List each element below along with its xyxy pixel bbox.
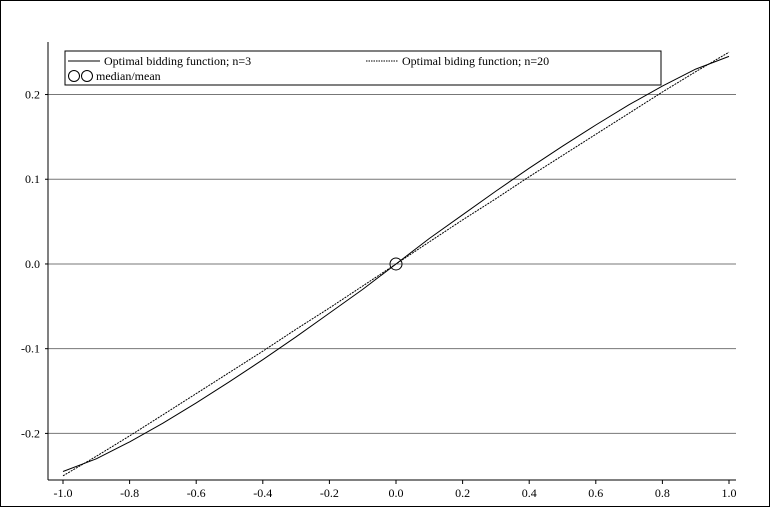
- x-tick-label: -0.4: [253, 486, 272, 500]
- x-tick-label: 0.2: [455, 486, 470, 500]
- legend-label-n3: Optimal bidding function; n=3: [104, 54, 251, 68]
- x-tick-label: 0.6: [588, 486, 603, 500]
- x-tick-label: 0.8: [655, 486, 670, 500]
- y-axis-ticks: -0.2 -0.1 0.0 0.1 0.2: [21, 88, 48, 440]
- legend-box: [64, 50, 662, 86]
- x-tick-label: -0.6: [187, 486, 206, 500]
- x-tick-label: 1.0: [722, 486, 737, 500]
- y-tick-label: 0.0: [25, 257, 40, 271]
- x-tick-label: 0.4: [522, 486, 537, 500]
- series-layer: [62, 51, 730, 477]
- legend: Optimal bidding function; n=3 Optimal bi…: [64, 50, 662, 86]
- grid-lines: [48, 94, 736, 434]
- legend-label-n20: Optimal biding function; n=20: [402, 54, 549, 68]
- x-axis-ticks: -1.0 -0.8 -0.6 -0.4 -0.2 0.0 0.2 0.4 0.6 0.8 1.0: [54, 480, 737, 500]
- x-tick-label: -1.0: [54, 486, 73, 500]
- x-tick-label: 0.0: [389, 486, 404, 500]
- legend-label-median-mean: median/mean: [96, 69, 161, 83]
- y-tick-label: 0.1: [25, 172, 40, 186]
- y-tick-label: 0.2: [25, 88, 40, 102]
- legend-circle-icon-2: [81, 70, 93, 82]
- x-tick-label: -0.2: [320, 486, 339, 500]
- y-tick-label: -0.1: [21, 342, 40, 356]
- series-line-n20: [62, 51, 730, 477]
- marker-layer: [389, 257, 403, 271]
- legend-circle-icon-1: [68, 70, 80, 82]
- median-mean-marker: [389, 257, 403, 271]
- y-tick-label: -0.2: [21, 426, 40, 440]
- x-tick-label: -0.8: [120, 486, 139, 500]
- axes: [47, 42, 736, 481]
